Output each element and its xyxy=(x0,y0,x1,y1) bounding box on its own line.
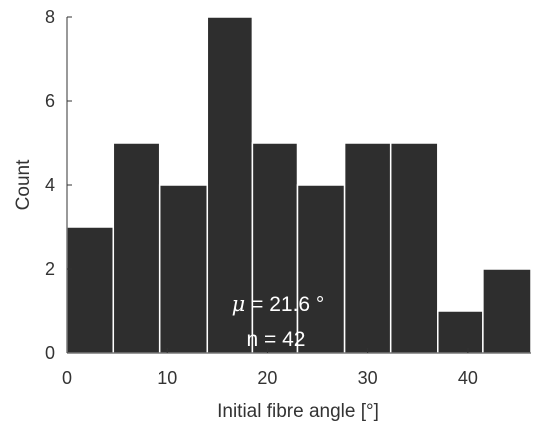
x-ticks-group: 0 10 20 30 40 xyxy=(62,348,478,388)
x-tick-label: 0 xyxy=(62,368,72,388)
y-tick-label: 6 xyxy=(45,91,55,111)
histogram-bar xyxy=(158,184,209,354)
y-ticks-group: 0 2 4 6 8 xyxy=(45,7,72,363)
x-tick-label: 40 xyxy=(458,368,478,388)
x-tick-label: 20 xyxy=(257,368,277,388)
x-tick-label: 10 xyxy=(157,368,177,388)
y-tick-label: 2 xyxy=(45,259,55,279)
mu-symbol: μ xyxy=(232,292,246,316)
histogram-bar xyxy=(296,184,346,354)
bars-group xyxy=(66,16,532,354)
y-tick-label: 8 xyxy=(45,7,55,27)
n-annotation: n = 42 xyxy=(247,328,306,351)
histogram-bar xyxy=(482,268,532,354)
x-axis-label: Initial fibre angle [°] xyxy=(217,401,379,422)
y-tick-label: 4 xyxy=(45,175,55,195)
mean-annotation: μ = 21.6 ° xyxy=(232,292,325,316)
mean-value: = 21.6 ° xyxy=(245,293,324,316)
histogram-bar xyxy=(343,142,392,354)
y-tick-label: 0 xyxy=(45,343,55,363)
histogram-bar xyxy=(437,310,484,354)
histogram-bar xyxy=(66,226,115,354)
histogram-bar xyxy=(389,142,439,354)
histogram-bar xyxy=(251,142,299,354)
x-tick-label: 30 xyxy=(358,368,378,388)
y-axis-label: Count xyxy=(13,159,34,210)
histogram-bar xyxy=(112,142,161,354)
